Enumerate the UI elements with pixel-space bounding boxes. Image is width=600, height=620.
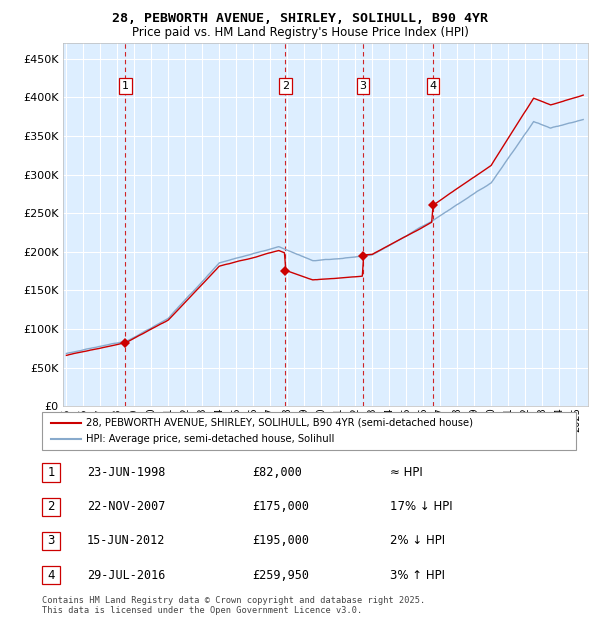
Text: 28, PEBWORTH AVENUE, SHIRLEY, SOLIHULL, B90 4YR (semi-detached house): 28, PEBWORTH AVENUE, SHIRLEY, SOLIHULL, … [86,418,473,428]
Text: Price paid vs. HM Land Registry's House Price Index (HPI): Price paid vs. HM Land Registry's House … [131,26,469,39]
Text: £82,000: £82,000 [252,466,302,479]
Text: Contains HM Land Registry data © Crown copyright and database right 2025.
This d: Contains HM Land Registry data © Crown c… [42,596,425,615]
Text: 1: 1 [122,81,129,91]
Text: 2: 2 [282,81,289,91]
Text: 4: 4 [47,569,55,582]
Text: ≈ HPI: ≈ HPI [390,466,423,479]
Text: 4: 4 [430,81,437,91]
Text: 2: 2 [47,500,55,513]
Text: £175,000: £175,000 [252,500,309,513]
Text: 3: 3 [47,534,55,547]
Text: 17% ↓ HPI: 17% ↓ HPI [390,500,452,513]
Text: 23-JUN-1998: 23-JUN-1998 [87,466,166,479]
Text: 29-JUL-2016: 29-JUL-2016 [87,569,166,582]
Text: HPI: Average price, semi-detached house, Solihull: HPI: Average price, semi-detached house,… [86,434,334,444]
Text: £195,000: £195,000 [252,534,309,547]
Text: 3: 3 [359,81,367,91]
Text: 1: 1 [47,466,55,479]
Text: 15-JUN-2012: 15-JUN-2012 [87,534,166,547]
Text: £259,950: £259,950 [252,569,309,582]
Text: 28, PEBWORTH AVENUE, SHIRLEY, SOLIHULL, B90 4YR: 28, PEBWORTH AVENUE, SHIRLEY, SOLIHULL, … [112,12,488,25]
Text: 22-NOV-2007: 22-NOV-2007 [87,500,166,513]
Text: 2% ↓ HPI: 2% ↓ HPI [390,534,445,547]
Text: 3% ↑ HPI: 3% ↑ HPI [390,569,445,582]
